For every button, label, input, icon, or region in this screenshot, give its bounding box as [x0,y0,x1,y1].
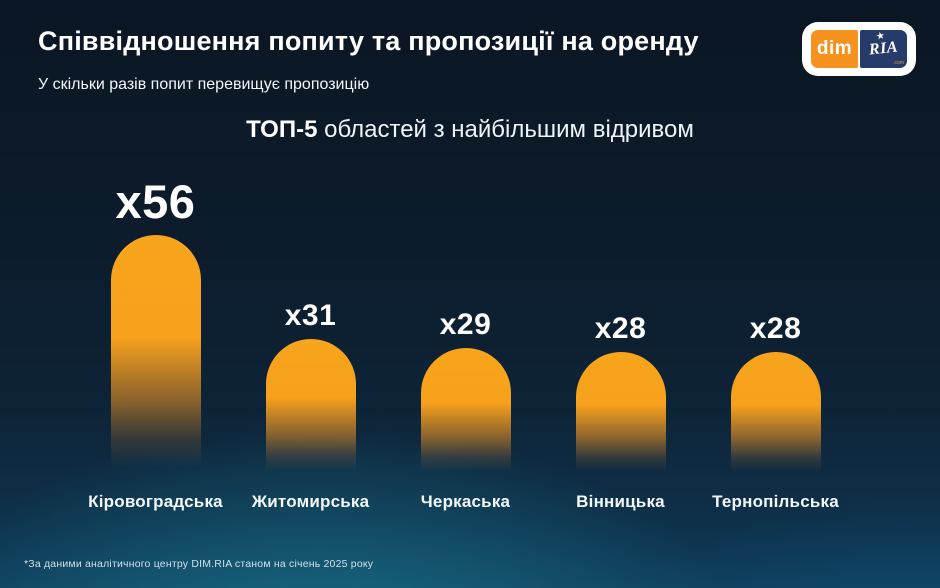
bar-chart: x56 Кіровоградська x31 Житомирська x29 Черкас… [78,178,853,512]
bar-column: x28 Вінницька [543,178,698,512]
footnote: *За даними аналітичного центру DIM.RIA с… [24,558,374,570]
chart-heading-emphasis: ТОП-5 [246,116,318,143]
bar-category-label: Черкаська [420,492,511,511]
logo-com-text: .com [893,60,904,66]
bar-column: x29 Черкаська [388,178,543,512]
bar-column: x28 Тернопільська [698,178,853,512]
bar-category-label: Тернопільська [712,492,839,511]
bar-column: x31 Житомирська [233,178,388,512]
logo-dim-tile: dim [811,30,858,68]
logo-ria-tile: ★ RIA .com [860,30,907,68]
bar [110,235,201,480]
page-subtitle: У скільки разів попит перевищує пропозиц… [38,76,370,93]
bar-category-label: Вінницька [576,492,665,511]
bar [730,352,821,478]
dim-ria-logo: dim ★ RIA .com [802,22,916,76]
bar-category-label: Житомирська [251,492,370,511]
bar [420,347,511,478]
bar-category-label: Кіровоградська [88,492,223,511]
bar-value-label: x29 [439,307,492,341]
bar-value-label: x28 [594,312,647,345]
bar [265,338,356,478]
logo-ria-text: RIA [868,38,899,59]
page-title: Співвідношення попиту та пропозиції на о… [38,26,699,56]
chart-heading: ТОП-5 областей з найбільшим відривом [0,116,940,144]
bar-value-label: x31 [284,298,337,332]
bar-column: x56 Кіровоградська [78,178,233,512]
bar-value-label: x56 [115,175,196,228]
bar-value-label: x28 [749,312,802,345]
bar [575,352,666,478]
chart-heading-rest: областей з найбільшим відривом [324,116,694,143]
